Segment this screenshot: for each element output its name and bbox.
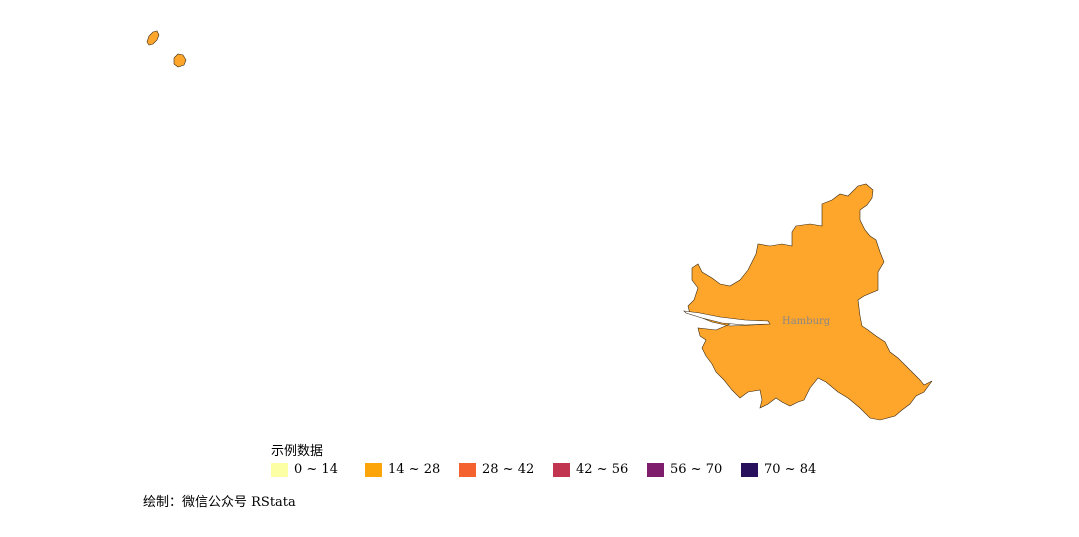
legend-swatch <box>553 462 570 477</box>
legend-swatch <box>647 462 664 477</box>
caption: 绘制：微信公众号 RStata <box>143 495 296 510</box>
legend-item: 0 ~ 14 <box>271 462 365 477</box>
legend-swatch <box>741 462 758 477</box>
legend: 示例数据 0 ~ 14 14 ~ 28 28 ~ 42 42 ~ 56 56 ~ 70 7… <box>271 440 835 477</box>
legend-label: 28 ~ 42 <box>482 462 535 477</box>
legend-swatch <box>365 462 382 477</box>
legend-label: 0 ~ 14 <box>294 462 338 477</box>
region-hamburg <box>687 183 933 421</box>
legend-label: 14 ~ 28 <box>388 462 441 477</box>
island-scharhorn <box>173 53 187 68</box>
legend-swatch <box>459 462 476 477</box>
region-label-hamburg: Hamburg <box>782 316 831 327</box>
legend-item: 42 ~ 56 <box>553 462 647 477</box>
legend-item: 14 ~ 28 <box>365 462 459 477</box>
legend-label: 70 ~ 84 <box>764 462 817 477</box>
legend-label: 42 ~ 56 <box>576 462 629 477</box>
river-elbe <box>683 310 771 326</box>
legend-item: 56 ~ 70 <box>647 462 741 477</box>
legend-swatch <box>271 462 288 477</box>
legend-title: 示例数据 <box>271 444 324 459</box>
legend-item: 70 ~ 84 <box>741 462 835 477</box>
legend-label: 56 ~ 70 <box>670 462 723 477</box>
legend-item: 28 ~ 42 <box>459 462 553 477</box>
legend-items: 0 ~ 14 14 ~ 28 28 ~ 42 42 ~ 56 56 ~ 70 70 ~ 8… <box>271 462 835 477</box>
island-neuwerk <box>146 30 160 46</box>
